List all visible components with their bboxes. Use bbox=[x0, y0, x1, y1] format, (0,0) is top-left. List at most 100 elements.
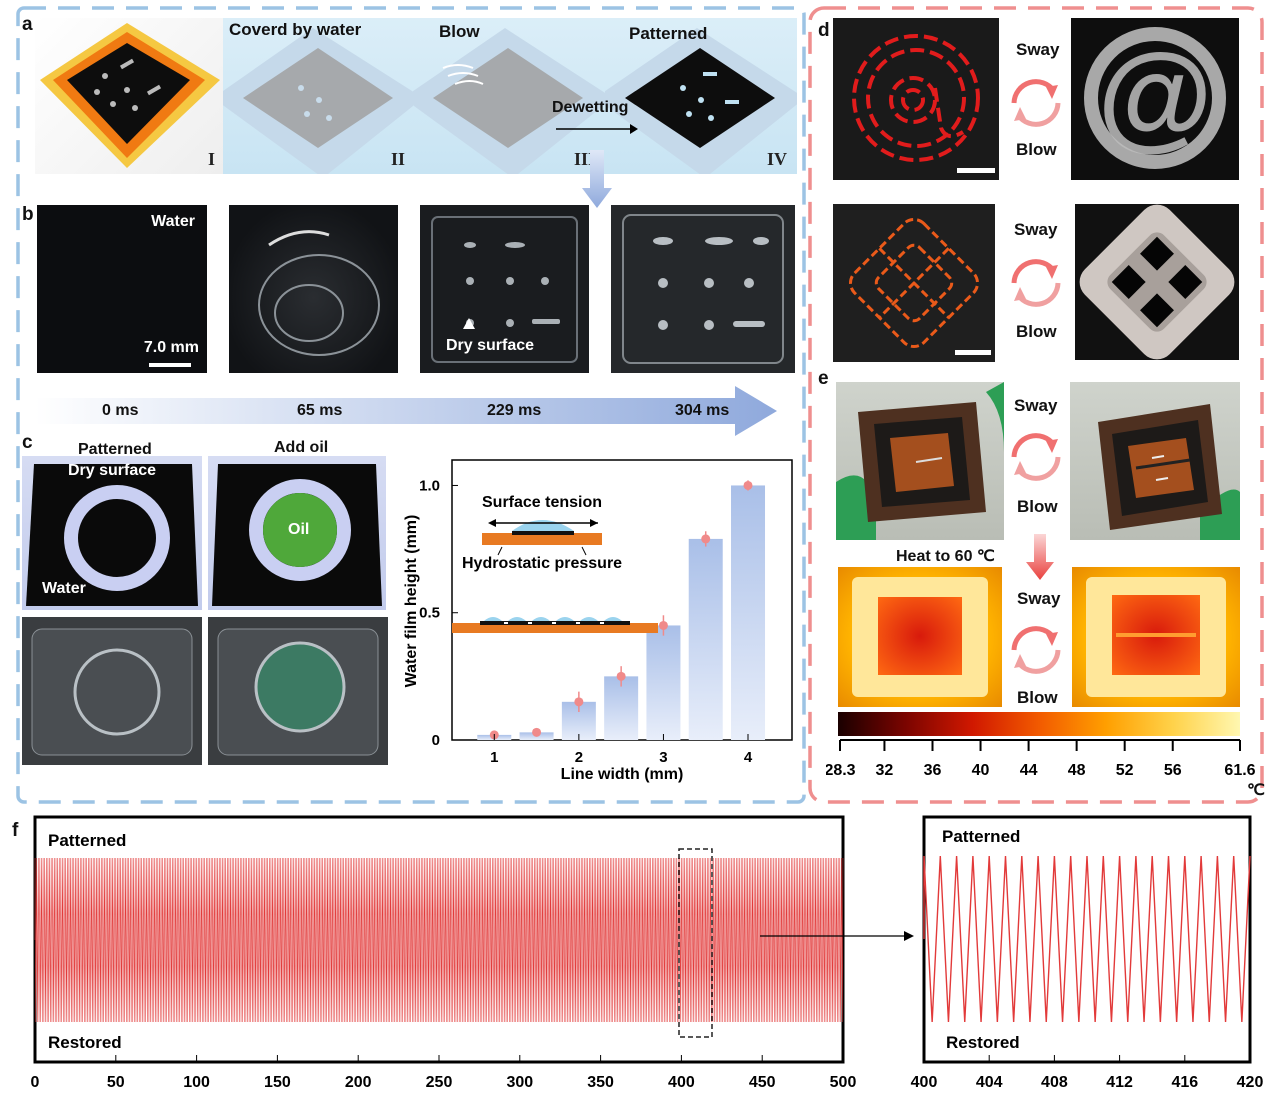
e2-blow: Blow bbox=[1017, 688, 1058, 707]
panel-d-result-knot bbox=[1075, 204, 1239, 360]
panel-c-render-2: Oil bbox=[208, 456, 386, 610]
panel-label-d: d bbox=[818, 20, 830, 41]
x-tick-label: 412 bbox=[1106, 1074, 1133, 1091]
panel-c-photo-1 bbox=[22, 617, 202, 765]
e2-sway: Sway bbox=[1017, 589, 1061, 608]
y-tick-label: 0.5 bbox=[419, 605, 440, 622]
x-tick-label: 50 bbox=[107, 1074, 125, 1091]
label-add-oil: Add oil bbox=[274, 439, 329, 456]
panel-label-a: a bbox=[22, 14, 33, 35]
roman-i: I bbox=[207, 149, 215, 169]
x-tick-label: 150 bbox=[264, 1074, 291, 1091]
svg-text:@: @ bbox=[1097, 30, 1212, 162]
panel-c-photo-2 bbox=[208, 617, 388, 765]
cycle-arrows-icon bbox=[1011, 433, 1061, 481]
bar bbox=[646, 625, 681, 740]
label-hydrostatic: Hydrostatic pressure bbox=[462, 555, 622, 572]
x-tick-label: 408 bbox=[1041, 1074, 1068, 1091]
thermal-tick-label: 36 bbox=[924, 762, 942, 779]
label-surface-tension: Surface tension bbox=[482, 494, 602, 511]
x-tick-label: 450 bbox=[749, 1074, 776, 1091]
data-point bbox=[658, 620, 668, 630]
zoom-arrow bbox=[760, 931, 914, 941]
panel-b-frame-2 bbox=[229, 205, 398, 373]
panel-a-step-4: Patterned IV bbox=[605, 18, 797, 174]
panel-label-c: c bbox=[22, 432, 33, 453]
thermal-image-1 bbox=[838, 567, 1002, 707]
label-dry-surface-c: Dry surface bbox=[68, 462, 157, 479]
x-tick-label: 1 bbox=[490, 749, 498, 766]
label-heat: Heat to 60 ℃ bbox=[896, 548, 995, 565]
panel-d-pattern-knot bbox=[833, 204, 995, 362]
thermal-axis: 28.3 32 36 40 44 48 52 56 61.6 bbox=[826, 739, 1256, 779]
x-tick-label: 404 bbox=[976, 1074, 1003, 1091]
x-tick-label: 0 bbox=[31, 1074, 40, 1091]
scale-bar bbox=[149, 363, 191, 367]
x-tick-label: 350 bbox=[587, 1074, 614, 1091]
y-axis-label: Water film height (mm) bbox=[403, 515, 420, 688]
f-patterned-label: Patterned bbox=[48, 831, 126, 850]
d2-sway: Sway bbox=[1014, 220, 1058, 239]
time-arrow bbox=[35, 386, 777, 436]
cycle-arrows-icon bbox=[1011, 79, 1061, 127]
panel-b-frame-3: Dry surface bbox=[420, 205, 589, 373]
thermal-unit: ℃ bbox=[1247, 782, 1265, 799]
x-tick-label: 200 bbox=[345, 1074, 372, 1091]
time-0: 0 ms bbox=[102, 402, 139, 419]
label-water-c: Water bbox=[42, 580, 86, 597]
d2-blow: Blow bbox=[1016, 322, 1057, 341]
x-tick-label: 300 bbox=[506, 1074, 533, 1091]
data-point bbox=[574, 697, 584, 707]
e1-sway: Sway bbox=[1014, 396, 1058, 415]
triangle-marker-icon bbox=[463, 318, 475, 329]
label-oil: Oil bbox=[288, 521, 310, 538]
d1-blow: Blow bbox=[1016, 140, 1057, 159]
x-tick-label: 400 bbox=[668, 1074, 695, 1091]
time-1: 65 ms bbox=[297, 402, 343, 419]
panel-e-photo-1 bbox=[836, 382, 1004, 540]
panel-a-step-2: Coverd by water II bbox=[223, 18, 413, 174]
time-2: 229 ms bbox=[487, 402, 542, 419]
thermal-tick-label: 48 bbox=[1068, 762, 1086, 779]
roman-iv: IV bbox=[766, 149, 787, 169]
panel-c-render-1: Dry surface Water bbox=[22, 456, 202, 610]
x-tick-label: 420 bbox=[1237, 1074, 1264, 1091]
panel-label-f: f bbox=[12, 820, 19, 841]
down-arrow-blue bbox=[582, 150, 612, 208]
thermal-tick-label: 40 bbox=[972, 762, 990, 779]
thermal-tick-label: 32 bbox=[876, 762, 894, 779]
time-3: 304 ms bbox=[675, 402, 730, 419]
x-tick-label: 3 bbox=[659, 749, 667, 766]
scale-bar-label: 7.0 mm bbox=[143, 339, 199, 356]
bar bbox=[731, 485, 766, 740]
panel-d-result-at: @ bbox=[1071, 18, 1239, 180]
dewetting-arrow bbox=[556, 124, 638, 134]
panel-a-step-3: Blow III bbox=[413, 18, 605, 174]
panel-b-frame-1: Water 7.0 mm bbox=[37, 205, 207, 373]
label-dry-surface: Dry surface bbox=[446, 337, 535, 354]
x-tick-label: 500 bbox=[830, 1074, 857, 1091]
panel-e-photo-2 bbox=[1070, 382, 1240, 540]
y-tick-label: 0 bbox=[432, 732, 440, 749]
bar-chart: 1 2 3 4 0 0.5 1.0 Water film height (mm) Line … bbox=[403, 459, 793, 783]
data-point bbox=[743, 480, 753, 490]
cycle-chart-zoom: 400 404 408 412 416 420 Patterned Restored bbox=[911, 815, 1264, 1091]
roman-ii: II bbox=[390, 149, 405, 169]
panel-label-b: b bbox=[22, 204, 34, 225]
label-c-patterned: Patterned bbox=[78, 441, 152, 458]
thermal-tick-label: 56 bbox=[1164, 762, 1182, 779]
bar bbox=[688, 538, 723, 740]
x-tick-label: 400 bbox=[911, 1074, 938, 1091]
thermal-tick-label: 28.3 bbox=[826, 762, 856, 779]
x-axis-label: Line width (mm) bbox=[561, 766, 684, 783]
cycle-arrows-icon bbox=[1011, 259, 1061, 307]
fz-restored-label: Restored bbox=[946, 1033, 1020, 1052]
y-tick-label: 1.0 bbox=[419, 477, 440, 494]
d1-sway: Sway bbox=[1016, 40, 1060, 59]
panel-label-e: e bbox=[818, 368, 829, 389]
data-point bbox=[616, 671, 626, 681]
cycle-chart-main: 0 50 100 150 200 250 300 350 400 450 500 Patterned… bbox=[31, 815, 857, 1091]
thermal-tick-label: 61.6 bbox=[1224, 762, 1255, 779]
x-tick-label: 4 bbox=[744, 749, 753, 766]
